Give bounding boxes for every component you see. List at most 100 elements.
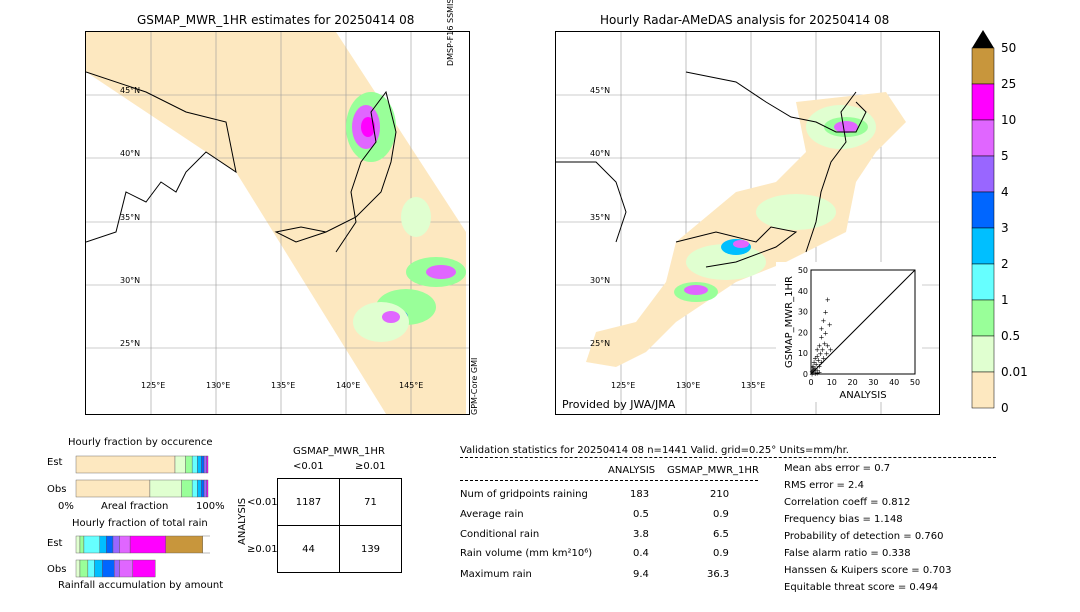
svg-text:40°N: 40°N [120,149,140,158]
colorbar-overflow-triangle [972,30,994,48]
scatter-point: + [814,367,820,375]
occ-x-label: Areal fraction [101,501,169,512]
stat-b-1: 0.9 [713,509,729,520]
colorbar-label-1: 25 [1001,77,1016,91]
stat-label-3: Rain volume (mm km²10⁶) [460,548,593,559]
svg-text:130°E: 130°E [676,381,700,390]
colorbar-label-3: 5 [1001,149,1009,163]
scatter-point: + [825,342,831,350]
scatter-y-tick: 0 [803,370,808,379]
svg-text:145°E: 145°E [399,381,423,390]
fraction-bar-segment [75,479,151,498]
fraction-bar-segment [181,479,193,498]
validation-col1: ANALYSIS [608,465,656,476]
colorbar-svg: 50 25 10 5 4 3 2 1 0.5 0.01 0 [971,30,1028,415]
colorbar-label-5: 3 [1001,221,1009,235]
stat-b-3: 0.9 [713,548,729,559]
scatter-y-tick: 10 [798,349,808,358]
colorbar-label-10: 0 [1001,401,1009,415]
sensor-top-label: DMSP-F16 SSMIS [446,0,455,66]
scatter-point: + [817,350,823,358]
scatter-point: + [823,329,829,337]
scatter-x-ticks: 0 10 20 30 40 50 [808,378,920,387]
contingency-cell-10: 44 [277,525,340,573]
scatter-x-tick: 20 [848,378,858,387]
scatter-point: + [818,325,824,333]
scatter-point: + [818,359,824,367]
colorbar-label-0: 50 [1001,41,1016,55]
scatter-point: + [823,309,829,317]
scatter-diagonal [810,269,916,375]
scatter-x-tick: 10 [827,378,837,387]
scatter-point: + [812,369,818,377]
tot-obs-label: Obs [47,564,67,575]
colorbar-segment-4 [971,191,995,229]
occ-obs-label: Obs [47,484,67,495]
score-0: Mean abs error = 0.7 [784,463,891,474]
fraction-bar-segment [112,535,120,554]
stat-a-3: 0.4 [633,548,649,559]
scatter-point: + [809,370,815,378]
score-4: Probability of detection = 0.760 [784,531,944,542]
scatter-point: + [811,366,817,374]
scatter-point: + [815,356,821,364]
scatter-point: + [810,363,816,371]
total-rain-title: Hourly fraction of total rain [72,518,208,529]
score-5: False alarm ratio = 0.338 [784,548,911,559]
fraction-bar-segment [83,535,100,554]
scatter-y-tick: 30 [798,308,808,317]
fraction-bar-segment [191,455,198,474]
colorbar-labels: 50 25 10 5 4 3 2 1 0.5 0.01 0 [1001,41,1028,415]
colorbar-segment-1 [971,83,995,121]
svg-text:30°N: 30°N [590,276,610,285]
contingency-row-0: <0.01 [247,497,278,508]
fraction-bar-segment [99,535,107,554]
svg-text:45°N: 45°N [120,86,140,95]
total-rain-bars [75,535,210,578]
scatter-y-ticks: 0 10 20 30 40 50 [798,266,808,379]
validation-col2: GSMAP_MWR_1HR [667,465,759,476]
fraction-bar-segment [106,535,114,554]
contingency-title: GSMAP_MWR_1HR [293,446,385,457]
colorbar: 50 25 10 5 4 3 2 1 0.5 0.01 0 [966,26,1046,416]
fraction-bar-segment [79,535,85,554]
scatter-point: + [813,361,819,369]
scatter-point: + [816,342,822,350]
scatter-x-tick: 30 [868,378,878,387]
fraction-bar-segment [75,535,81,554]
scatter-y-tick: 50 [798,266,808,275]
right-map-title: Hourly Radar-AMeDAS analysis for 2025041… [600,13,890,27]
scatter-point: + [821,317,827,325]
svg-text:125°E: 125°E [141,381,165,390]
score-1: RMS error = 2.4 [784,480,864,491]
colorbar-segment-2 [971,119,995,157]
scatter-point: + [809,368,815,376]
colorbar-label-8: 0.5 [1001,329,1020,343]
fraction-bar-segment [206,479,209,498]
svg-text:25°N: 25°N [120,339,140,348]
scatter-svg: ++++++++++++++++++++++++++++++++++ ++ 0 10… [784,266,920,401]
scatter-point: + [811,359,817,367]
fraction-bar-segment [102,559,115,578]
fraction-bar-segment [203,455,207,474]
scatter-point: + [816,363,822,371]
right-coastline [556,71,867,268]
fraction-bar-segment [119,559,133,578]
scatter-point: + [812,354,818,362]
scatter-x-tick: 0 [808,378,813,387]
occ-x-100: 100% [196,501,225,512]
scatter-point: + [814,352,820,360]
fraction-bar-segment [201,479,205,498]
score-7: Equitable threat score = 0.494 [784,582,939,593]
stat-label-2: Conditional rain [460,529,540,540]
colorbar-segment-5 [971,227,995,265]
svg-text:35°N: 35°N [120,213,140,222]
score-3: Frequency bias = 1.148 [784,514,903,525]
svg-text:30°N: 30°N [120,276,140,285]
colorbar-label-6: 2 [1001,257,1009,271]
validation-header: Validation statistics for 20250414 08 n=… [460,445,849,456]
fraction-bar-segment [197,479,202,498]
stat-b-2: 6.5 [713,529,729,540]
svg-text:135°E: 135°E [741,381,765,390]
colorbar-segments [971,47,995,409]
